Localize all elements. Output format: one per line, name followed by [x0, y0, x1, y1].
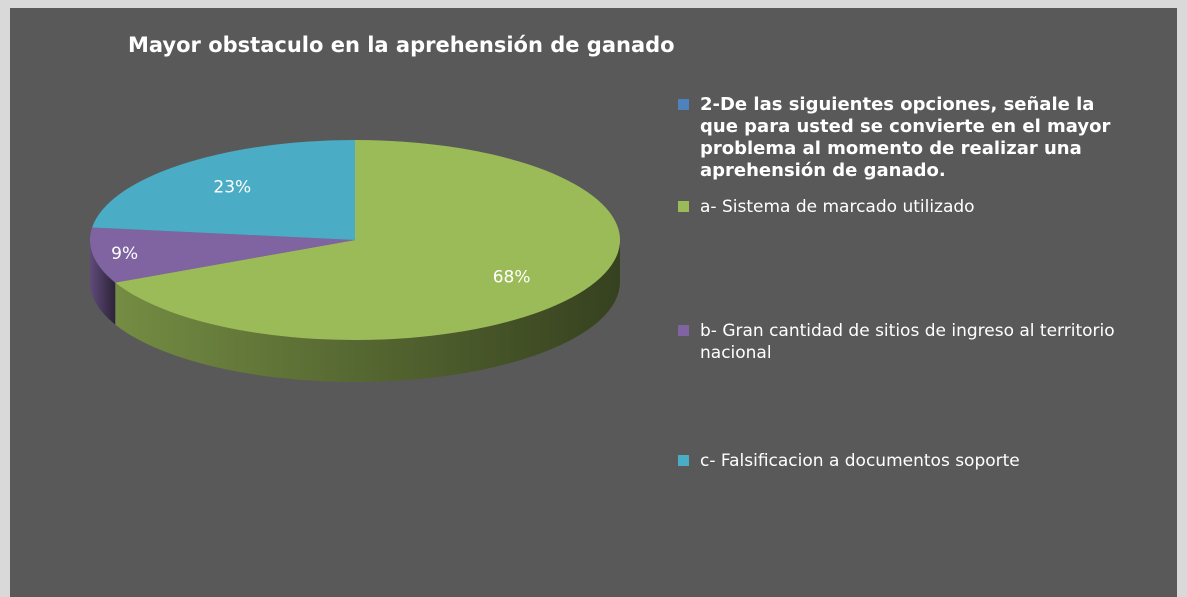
legend-entry: a- Sistema de marcado utilizado [678, 196, 1130, 218]
data-label: 9% [111, 244, 138, 264]
legend-swatch [678, 455, 689, 466]
legend-label: c- Falsificacion a documentos soporte [700, 451, 1020, 471]
legend-entry: 2-De las siguientes opciones, señale la … [678, 94, 1130, 182]
legend-label: a- Sistema de marcado utilizado [700, 197, 975, 217]
data-label: 23% [213, 177, 251, 197]
pie-slice [89, 227, 355, 283]
chart-svg: Mayor obstaculo en la aprehensión de gan… [89, 33, 675, 382]
legend-swatch [678, 325, 689, 336]
legend-label: 2-De las siguientes opciones, señale la … [700, 94, 1111, 181]
pie-slice [115, 140, 621, 340]
legend-entry: c- Falsificacion a documentos soporte [678, 450, 1130, 472]
data-label: 68% [493, 268, 531, 288]
chart: Mayor obstaculo en la aprehensión de gan… [10, 8, 1177, 597]
pie-side [115, 240, 621, 382]
legend-swatch [678, 99, 689, 110]
legend-label: b- Gran cantidad de sitios de ingreso al… [700, 321, 1115, 363]
chart-title: Mayor obstaculo en la aprehensión de gan… [128, 33, 675, 57]
legend-entry: b- Gran cantidad de sitios de ingreso al… [678, 320, 1130, 364]
pie-slice [92, 140, 356, 240]
pie-side [90, 240, 116, 325]
legend-swatch [678, 201, 689, 212]
